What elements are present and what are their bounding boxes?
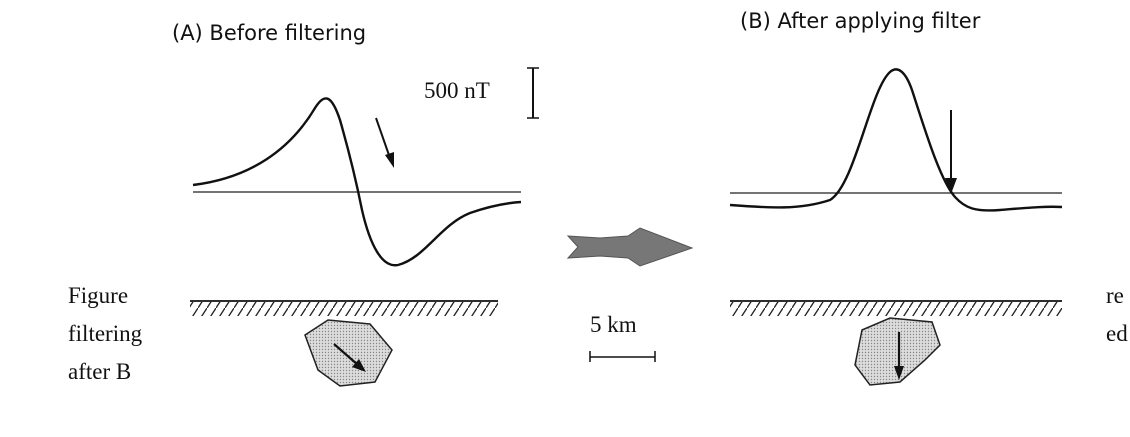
caption-text: Figure: [68, 283, 128, 308]
scale-label: 500 nT: [424, 78, 490, 103]
caption-text: ed: [1106, 321, 1128, 346]
figure: Figure filtering after B re ed (A) Befor…: [0, 0, 1130, 437]
caption-text: re: [1106, 283, 1124, 308]
panel-title: (A) Before filtering: [172, 21, 366, 45]
panel-a: 500 nT: [190, 68, 539, 386]
panel-b: [730, 69, 1062, 385]
scale-label: 5 km: [590, 312, 637, 337]
caption-text: filtering: [68, 321, 143, 346]
panel-title: (B) After applying filter: [740, 9, 981, 33]
process-arrow: [568, 228, 692, 266]
caption-text: after B: [68, 359, 131, 384]
